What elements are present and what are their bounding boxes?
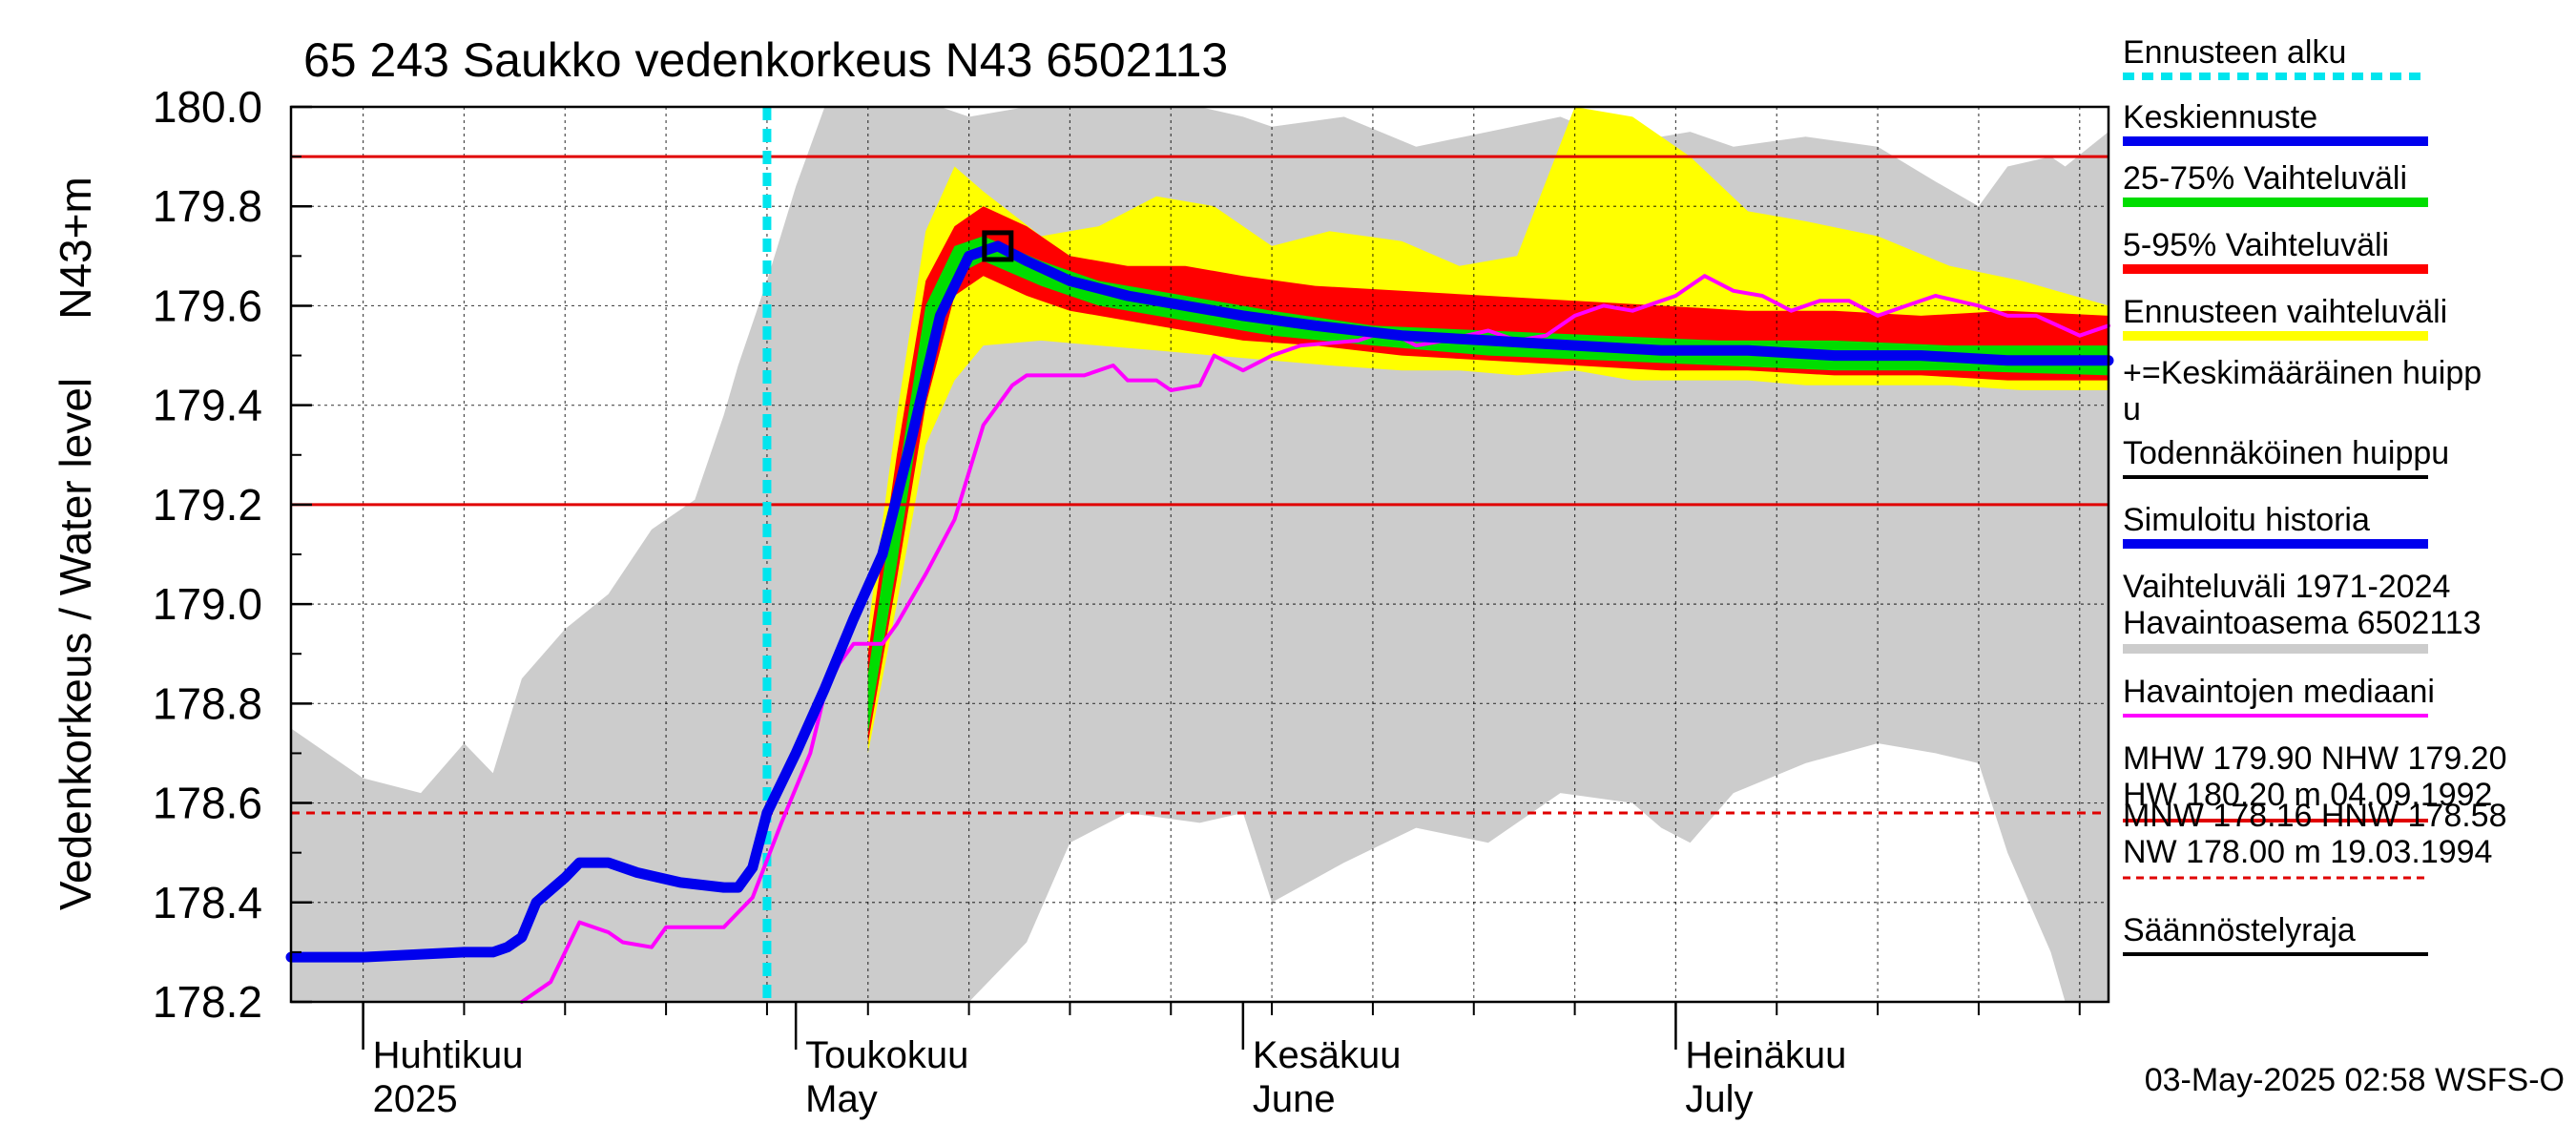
legend-item-havaintojen-mediaani: Havaintojen mediaani — [2123, 674, 2435, 710]
y-tick-label: 178.2 — [153, 977, 262, 1027]
legend-item-mnw-178-16-hnw-178-58-line2: NW 178.00 m 19.03.1994 — [2123, 834, 2492, 870]
peak-marker — [982, 230, 1014, 262]
legend-item-keskiennuste: Keskiennuste — [2123, 99, 2317, 135]
y-tick-label: 179.2 — [153, 480, 262, 530]
series-line-havaintojen-mediaani — [519, 274, 2110, 1004]
legend-item-vaihteluv-li-1971-2024-line2: Havaintoasema 6502113 — [2123, 605, 2482, 641]
legend-item-ennusteen-alku: Ennusteen alku — [2123, 34, 2346, 71]
x-month-label-en: July — [1685, 1078, 1753, 1120]
chart-title: 65 243 Saukko vedenkorkeus N43 6502113 — [303, 33, 1228, 87]
band-25-75-vaihteluv-li — [867, 236, 2109, 734]
legend-item-ennusteen-vaihteluv-li: Ennusteen vaihteluväli — [2123, 294, 2447, 330]
y-tick-label: 179.4 — [153, 381, 262, 430]
legend-item-mnw-178-16-hnw-178-58: MNW 178.16 HNW 178.58 — [2123, 798, 2507, 834]
series-line-keskiennuste — [761, 240, 2114, 819]
y-tick-label: 178.6 — [153, 779, 262, 828]
legend-item-keskim-r-inen-huipp: +=Keskimääräinen huipp — [2123, 355, 2482, 391]
footer-timestamp: 03-May-2025 02:58 WSFS-O — [2145, 1062, 2565, 1098]
y-tick-label: 178.4 — [153, 878, 262, 927]
y-tick-label: 179.8 — [153, 181, 262, 231]
legend-item-todenn-k-inen-huippu: Todennäköinen huippu — [2123, 435, 2449, 471]
y-tick-label: 178.8 — [153, 678, 262, 728]
x-month-label-en: June — [1253, 1078, 1336, 1120]
x-month-label-en: May — [805, 1078, 878, 1120]
y-axis-unit: N43+m — [51, 177, 100, 320]
y-tick-label: 179.0 — [153, 579, 262, 629]
series-line-simuloitu-historia — [285, 807, 773, 963]
legend-item-5-95-vaihteluv-li: 5-95% Vaihteluväli — [2123, 227, 2389, 263]
y-axis-label: Vedenkorkeus / Water level — [51, 378, 100, 910]
x-month-label-fi: Heinäkuu — [1685, 1034, 1846, 1076]
legend-item-mhw-179-90-nhw-179-20: MHW 179.90 NHW 179.20 — [2123, 740, 2507, 777]
legend-item-mhw-179-90-nhw-179-20-line2: HW 180.20 m 04.09.1992 — [2123, 777, 2492, 813]
x-month-label-fi: Huhtikuu — [373, 1034, 524, 1076]
legend-item-simuloitu-historia: Simuloitu historia — [2123, 502, 2370, 538]
legend-item-keskim-r-inen-huipp-line2: u — [2123, 391, 2141, 427]
y-tick-label: 179.6 — [153, 281, 262, 330]
x-month-label-fi: Toukokuu — [805, 1034, 968, 1076]
legend-item-s-nn-stelyraja: Säännöstelyraja — [2123, 912, 2356, 948]
legend-item-vaihteluv-li-1971-2024: Vaihteluväli 1971-2024 — [2123, 569, 2450, 605]
x-month-label-fi: Kesäkuu — [1253, 1034, 1402, 1076]
y-tick-label: 180.0 — [153, 82, 262, 132]
legend-item-25-75-vaihteluv-li: 25-75% Vaihteluväli — [2123, 160, 2407, 197]
x-month-label-en: 2025 — [373, 1078, 458, 1120]
